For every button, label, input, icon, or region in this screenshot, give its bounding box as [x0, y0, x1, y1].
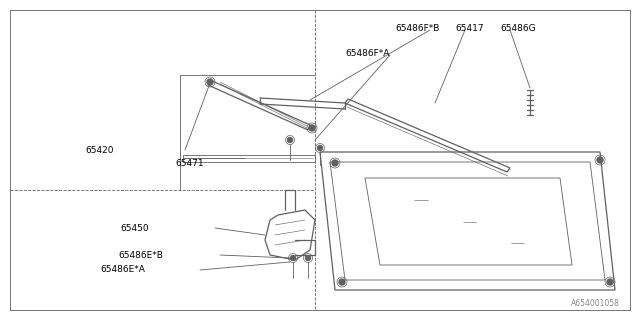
Circle shape [597, 157, 603, 163]
Circle shape [305, 255, 310, 260]
Circle shape [339, 279, 345, 285]
Text: 65486E*A: 65486E*A [100, 266, 145, 275]
Text: 65486E*B: 65486E*B [118, 251, 163, 260]
Circle shape [332, 160, 338, 166]
Text: 65471: 65471 [175, 158, 204, 167]
Circle shape [207, 79, 213, 85]
Circle shape [317, 146, 323, 150]
Text: 65417: 65417 [455, 23, 484, 33]
Text: 65486G: 65486G [500, 23, 536, 33]
Circle shape [287, 138, 292, 142]
Circle shape [309, 125, 315, 131]
Text: 65450: 65450 [120, 223, 148, 233]
Text: 65420: 65420 [85, 146, 113, 155]
Circle shape [607, 279, 613, 285]
Circle shape [291, 255, 296, 260]
Text: A654001058: A654001058 [571, 299, 620, 308]
Text: 65486F*A: 65486F*A [345, 49, 389, 58]
Text: 65486F*B: 65486F*B [395, 23, 440, 33]
